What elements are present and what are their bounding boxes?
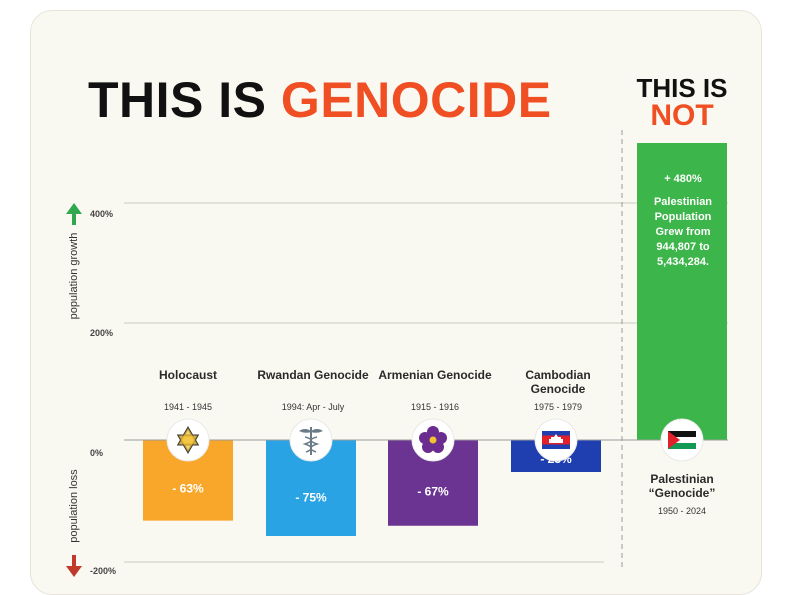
annotation-line-4: 944,807 to — [656, 241, 710, 253]
annotation-line-3: Grew from — [655, 226, 711, 238]
annotation-line-5: 5,434,284. — [657, 256, 709, 268]
tick-label-0: 0% — [90, 448, 104, 458]
value-label-holocaust: - 63% — [172, 481, 204, 495]
main-title: THIS IS GENOCIDE — [88, 70, 552, 130]
value-label-rwandan: - 75% — [295, 491, 327, 505]
star-of-david-icon — [166, 418, 210, 462]
years-label-palestinian: 1950 - 2024 — [657, 506, 707, 516]
title-part-1: THIS IS — [88, 72, 281, 128]
palestinian-value-label: + 480% — [664, 173, 702, 185]
category-label-armenian: Armenian Genocide — [378, 368, 492, 382]
loss-arrow-icon — [66, 566, 82, 577]
bar-palestinian — [637, 143, 727, 440]
category-label-holocaust: Holocaust — [158, 368, 217, 382]
tick-label-200: 200% — [90, 328, 114, 338]
growth-arrow-icon — [66, 203, 82, 214]
title-part-2: GENOCIDE — [280, 72, 552, 128]
forget-me-not-icon — [411, 418, 455, 462]
cambodia-flag-icon — [534, 418, 578, 462]
years-label-holocaust: 1941 - 1945 — [163, 402, 213, 412]
years-label-armenian: 1915 - 1916 — [410, 402, 460, 412]
annotation-line-1: Palestinian — [653, 196, 713, 208]
category-label-cambodian: Cambodian Genocide — [525, 368, 591, 396]
tick-label-minus-200: -200% — [90, 566, 117, 576]
caduceus-icon — [289, 418, 333, 462]
not-title: THIS IS NOT — [632, 73, 732, 132]
palestine-flag-icon — [660, 418, 704, 462]
years-label-cambodian: 1975 - 1979 — [533, 402, 583, 412]
years-label-rwandan: 1994: Apr - July — [281, 402, 345, 412]
palestinian-annotation: + 480% Palestinian Population Grew from … — [640, 172, 726, 270]
category-label-palestinian: Palestinian “Genocide” — [648, 472, 716, 500]
value-label-armenian: - 67% — [417, 484, 449, 498]
not-title-line-2: NOT — [650, 99, 714, 132]
not-title-line-1: THIS IS — [636, 73, 728, 103]
category-label-rwandan: Rwandan Genocide — [257, 368, 369, 382]
tick-label-400: 400% — [90, 209, 114, 219]
annotation-line-2: Population — [654, 211, 712, 223]
